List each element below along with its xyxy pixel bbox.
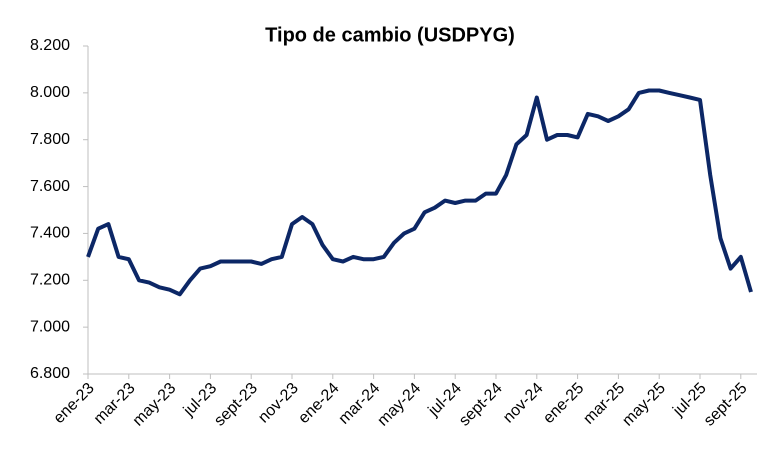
y-tick-label: 8.200 xyxy=(30,37,70,54)
line-series xyxy=(86,88,753,297)
x-tick-label: ene-23 xyxy=(51,380,98,427)
y-tick-label: 8.000 xyxy=(30,84,70,101)
x-tick-label: sept-25 xyxy=(701,380,751,430)
y-tick-label: 6.800 xyxy=(30,365,70,382)
y-tick-label: 7.000 xyxy=(30,318,70,335)
y-tick-label: 7.600 xyxy=(30,178,70,195)
chart-title: Tipo de cambio (USDPYG) xyxy=(265,24,515,46)
x-tick-label: nov-24 xyxy=(500,380,547,427)
y-tick-label: 7.200 xyxy=(30,272,70,289)
x-tick-label: sept-23 xyxy=(211,380,261,430)
x-tick-label: nov-23 xyxy=(255,380,302,427)
x-tick-label: may-24 xyxy=(374,380,424,430)
x-tick-label: may-25 xyxy=(619,380,669,430)
x-tick-label: ene-24 xyxy=(295,380,342,427)
x-tick-label: sept-24 xyxy=(456,380,506,430)
x-tick-label: ene-25 xyxy=(540,380,587,427)
y-tick-label: 7.800 xyxy=(30,131,70,148)
y-tick-label: 7.400 xyxy=(30,225,70,242)
x-tick-label: may-23 xyxy=(130,380,180,430)
